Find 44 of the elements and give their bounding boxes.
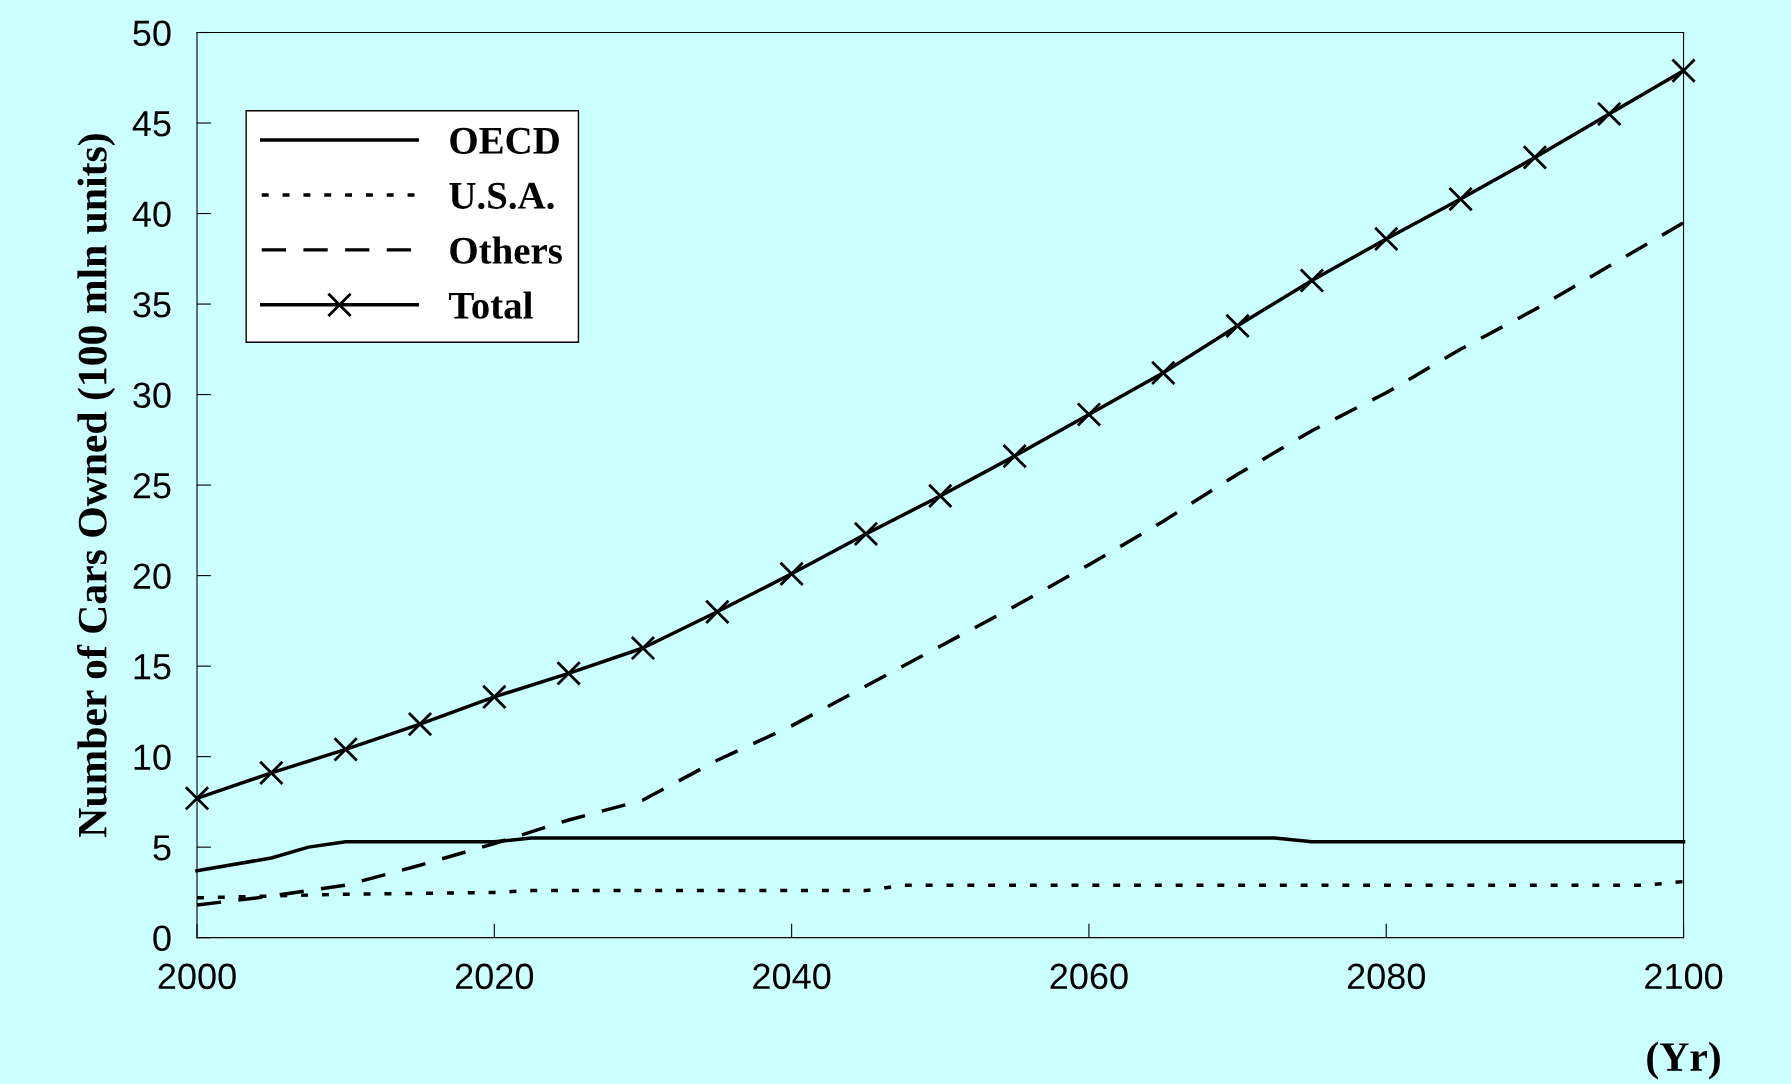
y-tick-label: 35 (133, 291, 171, 318)
point (1299, 268, 1325, 294)
point (258, 760, 284, 786)
y-tick-label: 25 (133, 472, 171, 499)
y-tick-label: 50 (133, 20, 171, 46)
point (927, 483, 953, 509)
point (1225, 313, 1251, 339)
point (407, 711, 433, 737)
x-tick-label: 2100 (1645, 963, 1723, 990)
legend-label: Total (449, 291, 533, 319)
y-tick-label: 40 (132, 201, 171, 227)
point (1448, 186, 1474, 212)
point (1671, 58, 1697, 84)
y-tick-label: 10 (134, 744, 171, 771)
x-tick-label: 2080 (1347, 963, 1425, 990)
x-tick-label: 2020 (455, 963, 534, 990)
x-tick-label: 2000 (158, 963, 236, 990)
point (1522, 144, 1548, 170)
point (630, 635, 656, 661)
y-axis-title: Number of Cars Owned (100 mln units) (76, 134, 116, 837)
point (704, 599, 730, 625)
y-tick-label: 0 (153, 925, 171, 952)
y-tick-label: 5 (153, 835, 171, 861)
x-tick-label: 2040 (753, 963, 831, 990)
point (779, 561, 805, 587)
point (1150, 360, 1176, 386)
point (1373, 226, 1399, 252)
y-tick-label: 45 (132, 111, 171, 137)
legend-label: Others (450, 236, 562, 264)
point (481, 684, 507, 710)
point (853, 521, 879, 547)
y-tick-label: 30 (133, 382, 171, 409)
point (1596, 101, 1622, 127)
point (556, 660, 582, 686)
y-tick-label: 15 (134, 654, 171, 680)
point (1076, 401, 1102, 427)
legend-label: OECD (450, 127, 559, 154)
point (184, 785, 210, 811)
legend-label: U.S.A. (449, 182, 554, 210)
point (1002, 443, 1028, 469)
y-tick-label: 20 (133, 563, 171, 590)
point (333, 736, 359, 762)
x-tick-label: 2060 (1050, 963, 1128, 990)
x-axis-title: (Yr) (1647, 1041, 1720, 1080)
